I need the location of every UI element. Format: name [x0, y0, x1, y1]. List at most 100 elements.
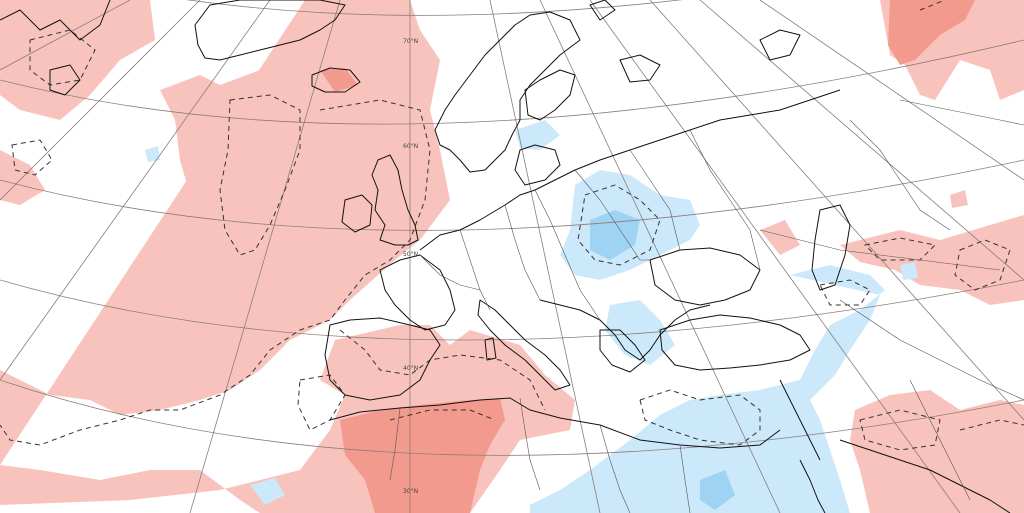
latitude-line-50 — [0, 159, 1024, 231]
meridian-line — [759, 0, 1024, 181]
greece-coast — [599, 329, 646, 373]
boundary-line — [759, 229, 1001, 271]
latitude-label-70: 70°N — [403, 38, 418, 45]
positive-anomaly-area — [760, 220, 800, 255]
positive-anomaly-area — [0, 0, 575, 513]
strong-positive-anomaly-area — [320, 68, 358, 92]
meridian-line — [489, 0, 601, 513]
levant-coast — [779, 379, 821, 461]
balkan-coast — [539, 299, 711, 361]
boundary-line — [389, 407, 401, 481]
france-coast — [379, 254, 456, 331]
novaya-zemlya-coast — [759, 29, 801, 61]
latitude-label-60: 60°N — [403, 143, 418, 150]
positive-anomaly-area — [170, 230, 195, 255]
boundary-line — [899, 99, 1024, 126]
boundary-line — [574, 169, 650, 261]
latitude-label-40: 40°N — [403, 365, 418, 372]
negative-anomaly-area — [900, 262, 918, 280]
latitude-line-60 — [0, 39, 1024, 125]
positive-anomaly-area — [0, 0, 155, 120]
negative-anomaly-area — [530, 265, 885, 513]
finland-coast — [524, 69, 576, 121]
boundary-line — [599, 424, 631, 513]
latitude-line-40 — [0, 279, 1024, 341]
dashed-contour — [219, 94, 301, 256]
north-africa-coast — [329, 397, 781, 449]
britain-coast — [371, 154, 419, 246]
latitude-label-50: 50°N — [403, 251, 418, 258]
turkey-coast — [659, 314, 811, 371]
negative-anomaly-area — [250, 478, 285, 505]
caspian-coast — [811, 204, 851, 291]
dashed-contour — [29, 29, 96, 86]
dashed-contour — [863, 237, 937, 261]
boundary-line — [629, 149, 681, 251]
meridian-line — [699, 0, 1024, 281]
baltic-coast — [514, 144, 561, 186]
latitude-labels: 70°N 60°N 50°N 40°N 30°N — [403, 38, 418, 495]
country-boundaries — [389, 99, 1024, 513]
dashed-contour — [959, 419, 1024, 431]
canada-islands — [49, 64, 81, 96]
canada-coast — [0, 0, 111, 41]
meridian-line — [0, 0, 201, 201]
iberia-coast — [324, 317, 441, 401]
red-sea-coast — [799, 459, 826, 513]
boundary-line — [504, 204, 541, 301]
meridian-line — [589, 0, 961, 513]
boundary-line — [519, 397, 541, 491]
positive-anomaly-area — [850, 390, 1024, 513]
negative-anomaly-area — [605, 300, 675, 365]
boundary-line — [419, 254, 481, 291]
arabia-coast — [839, 439, 1011, 513]
dashed-contour — [0, 99, 431, 446]
boundary-line — [689, 129, 761, 271]
strong-negative-anomaly-layer — [590, 210, 735, 510]
dashed-contour — [11, 139, 53, 176]
boundary-line — [679, 444, 691, 513]
boundary-line — [459, 229, 491, 311]
strong-negative-anomaly-area — [700, 470, 735, 510]
positive-anomaly-area — [160, 60, 310, 285]
positive-anomaly-area — [840, 215, 1024, 305]
meridian-line — [0, 0, 271, 381]
scandinavia-coast — [434, 11, 581, 173]
svalbard-coast — [589, 0, 616, 21]
meridian-line — [649, 0, 1024, 421]
negative-anomaly-area — [515, 120, 560, 150]
meridian-line — [189, 0, 341, 513]
latitude-label-30: 30°N — [403, 488, 418, 495]
boundary-line — [849, 119, 951, 231]
latitude-line-30 — [0, 379, 1024, 456]
black-sea-coast — [649, 247, 761, 306]
italy-coast — [477, 299, 571, 391]
dashed-contour — [954, 239, 1011, 291]
boundary-line — [839, 299, 1024, 401]
ireland-coast — [341, 194, 373, 233]
meridian-line — [0, 0, 131, 71]
dashed-contour — [389, 409, 496, 421]
strong-positive-anomaly-area — [340, 398, 505, 513]
boundary-line — [909, 379, 971, 501]
iceland-coast — [311, 67, 361, 93]
greenland-coast — [194, 0, 346, 61]
dashed-contour — [919, 0, 946, 11]
latitude-line-70 — [186, 0, 683, 16]
dashed-contour — [639, 389, 761, 446]
positive-anomaly-area — [950, 190, 968, 208]
strong-positive-anomaly-area — [888, 0, 975, 65]
dashed-contour — [577, 184, 661, 266]
continent-coast — [419, 89, 841, 251]
boundary-line — [534, 189, 601, 321]
strong-positive-anomaly-layer — [320, 0, 975, 513]
sardinia-coast — [484, 337, 497, 361]
negative-anomaly-area — [145, 146, 160, 162]
white-sea-coast — [619, 54, 661, 83]
strong-negative-anomaly-area — [590, 210, 640, 260]
